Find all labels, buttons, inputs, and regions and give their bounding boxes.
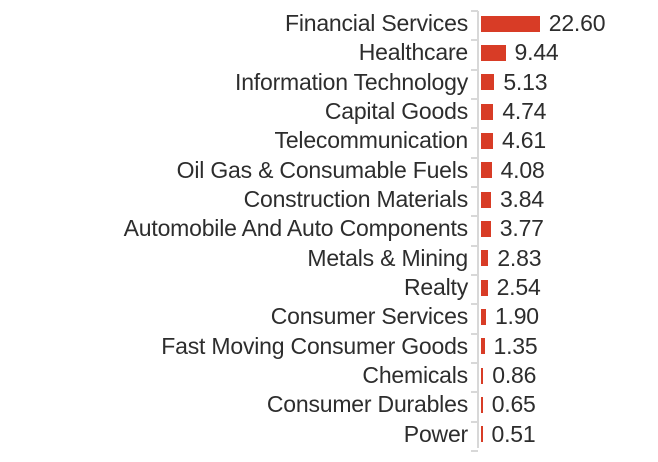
bar-row: Construction Materials 3.84 bbox=[0, 185, 658, 214]
bar-row: Realty 2.54 bbox=[0, 273, 658, 302]
bar-rows: Financial Services 22.60 Healthcare 9.44… bbox=[0, 9, 658, 449]
category-label: Financial Services bbox=[284, 10, 468, 37]
value-label: 4.08 bbox=[500, 156, 545, 183]
value-label: 22.60 bbox=[548, 10, 606, 37]
axis-tick bbox=[471, 185, 478, 188]
bar-zone: 0.51 bbox=[481, 420, 658, 447]
bar bbox=[481, 132, 493, 149]
bar-row: Telecommunication 4.61 bbox=[0, 126, 658, 155]
category-label: Metals & Mining bbox=[307, 244, 468, 271]
category-label: Oil Gas & Consumable Fuels bbox=[176, 156, 469, 183]
bar-zone: 2.54 bbox=[481, 276, 658, 299]
bar-zone: 22.60 bbox=[481, 12, 658, 35]
value-label: 0.86 bbox=[492, 362, 537, 389]
bar bbox=[481, 308, 486, 325]
bar-zone: 1.35 bbox=[481, 332, 658, 359]
axis-tick bbox=[471, 420, 478, 423]
axis-tick bbox=[471, 244, 478, 247]
axis-tick bbox=[471, 303, 478, 306]
category-label: Information Technology bbox=[235, 68, 468, 95]
category-label: Fast Moving Consumer Goods bbox=[161, 332, 468, 359]
bar-row: Power 0.51 bbox=[0, 420, 658, 449]
bar bbox=[481, 74, 495, 91]
value-label: 3.84 bbox=[499, 186, 544, 213]
category-label: Healthcare bbox=[358, 39, 468, 66]
category-label: Automobile And Auto Components bbox=[123, 215, 469, 242]
axis-tick bbox=[471, 391, 478, 394]
value-label: 0.65 bbox=[491, 391, 536, 418]
axis-tick bbox=[471, 156, 478, 159]
axis-tick bbox=[471, 10, 478, 12]
bar bbox=[481, 396, 483, 413]
bar-zone: 0.86 bbox=[481, 364, 658, 387]
value-label: 0.51 bbox=[491, 420, 536, 447]
axis-tick bbox=[471, 361, 478, 364]
category-label: Telecommunication bbox=[274, 127, 469, 154]
value-label: 1.35 bbox=[493, 332, 538, 359]
value-label: 2.54 bbox=[496, 274, 541, 301]
value-label: 4.61 bbox=[501, 127, 546, 154]
bar-row: Capital Goods 4.74 bbox=[0, 97, 658, 126]
value-label: 2.83 bbox=[497, 244, 542, 271]
bar-row: Consumer Durables 0.65 bbox=[0, 390, 658, 419]
category-label: Construction Materials bbox=[243, 186, 469, 213]
y-axis-line bbox=[477, 11, 479, 448]
value-label: 4.74 bbox=[502, 98, 547, 125]
bar-row: Fast Moving Consumer Goods 1.35 bbox=[0, 332, 658, 361]
bar-row: Automobile And Auto Components 3.77 bbox=[0, 214, 658, 243]
category-label: Consumer Services bbox=[270, 303, 468, 330]
axis-tick bbox=[471, 215, 478, 218]
bar-zone: 4.08 bbox=[481, 156, 658, 183]
bar-zone: 1.90 bbox=[481, 305, 658, 328]
category-label: Realty bbox=[404, 274, 468, 301]
bar bbox=[481, 220, 491, 237]
bar bbox=[481, 162, 492, 179]
bar bbox=[481, 338, 485, 355]
axis-tick bbox=[471, 127, 478, 130]
axis-tick bbox=[471, 332, 478, 335]
category-label: Capital Goods bbox=[324, 98, 468, 125]
bar bbox=[481, 191, 491, 208]
bar bbox=[481, 103, 494, 120]
bar-zone: 9.44 bbox=[481, 41, 658, 64]
value-label: 3.77 bbox=[499, 215, 544, 242]
bar-row: Healthcare 9.44 bbox=[0, 38, 658, 67]
bar-zone: 4.74 bbox=[481, 100, 658, 123]
bar bbox=[481, 367, 484, 384]
bar-zone: 3.77 bbox=[481, 217, 658, 240]
bar-zone: 2.83 bbox=[481, 244, 658, 271]
category-label: Chemicals bbox=[362, 362, 468, 389]
bar-zone: 3.84 bbox=[481, 188, 658, 211]
bar-zone: 4.61 bbox=[481, 129, 658, 152]
value-label: 9.44 bbox=[514, 39, 559, 66]
bar bbox=[481, 44, 506, 61]
axis-tick bbox=[471, 273, 478, 276]
bar-row: Consumer Services 1.90 bbox=[0, 302, 658, 331]
axis-tick bbox=[471, 39, 478, 42]
value-label: 1.90 bbox=[494, 303, 539, 330]
bar bbox=[481, 250, 489, 267]
bar-row: Chemicals 0.86 bbox=[0, 361, 658, 390]
bar-row: Information Technology 5.13 bbox=[0, 68, 658, 97]
bar-row: Metals & Mining 2.83 bbox=[0, 244, 658, 273]
axis-tick bbox=[471, 97, 478, 100]
bar-row: Oil Gas & Consumable Fuels 4.08 bbox=[0, 156, 658, 185]
axis-tick bbox=[471, 68, 478, 71]
value-label: 5.13 bbox=[503, 68, 548, 95]
bar bbox=[481, 15, 540, 32]
bar bbox=[481, 426, 483, 443]
bar-zone: 0.65 bbox=[481, 393, 658, 416]
bar bbox=[481, 279, 488, 296]
bar-zone: 5.13 bbox=[481, 68, 658, 95]
axis-tick bbox=[471, 449, 478, 452]
category-label: Power bbox=[403, 420, 468, 447]
bar-row: Financial Services 22.60 bbox=[0, 9, 658, 38]
category-label: Consumer Durables bbox=[266, 391, 468, 418]
